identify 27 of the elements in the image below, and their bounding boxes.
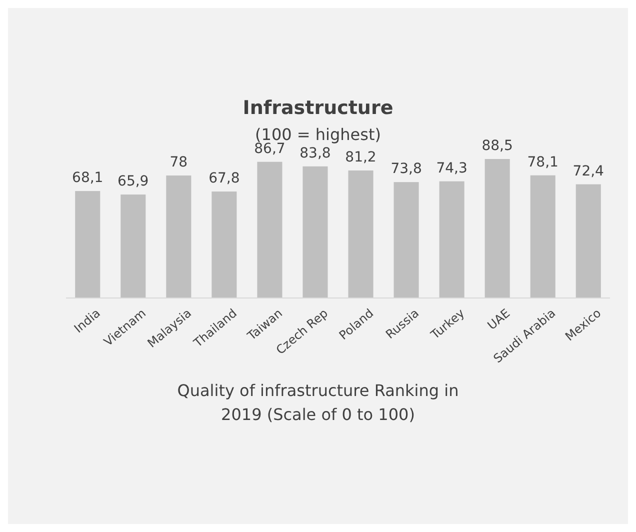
bar bbox=[257, 162, 282, 298]
data-label: 78,1 bbox=[527, 154, 558, 170]
bar bbox=[394, 182, 419, 298]
data-label: 67,8 bbox=[208, 170, 240, 187]
data-label: 88,5 bbox=[482, 138, 513, 154]
bar bbox=[530, 175, 556, 298]
x-tick-label: UAE bbox=[484, 306, 513, 333]
bar bbox=[439, 181, 464, 298]
bar bbox=[75, 191, 100, 298]
data-label: 74,3 bbox=[436, 160, 468, 176]
bar bbox=[348, 170, 374, 298]
bar bbox=[120, 194, 146, 298]
data-label: 81,2 bbox=[345, 149, 376, 166]
bar bbox=[576, 184, 601, 298]
text: 2019 (Scale of 0 to 100) bbox=[221, 405, 415, 424]
data-label: 78 bbox=[170, 154, 188, 170]
data-label: 65,9 bbox=[118, 173, 149, 190]
bar bbox=[212, 192, 237, 298]
data-label: 83,8 bbox=[300, 145, 331, 162]
bar bbox=[484, 159, 510, 298]
bar bbox=[166, 175, 192, 298]
data-label: 68,1 bbox=[72, 170, 104, 186]
chart-title: Infrastructure bbox=[242, 97, 394, 119]
bar bbox=[302, 166, 328, 298]
data-label: 72,4 bbox=[572, 163, 604, 180]
data-label: 73,8 bbox=[390, 161, 422, 178]
text: Quality of infrastructure Ranking in bbox=[177, 381, 459, 400]
